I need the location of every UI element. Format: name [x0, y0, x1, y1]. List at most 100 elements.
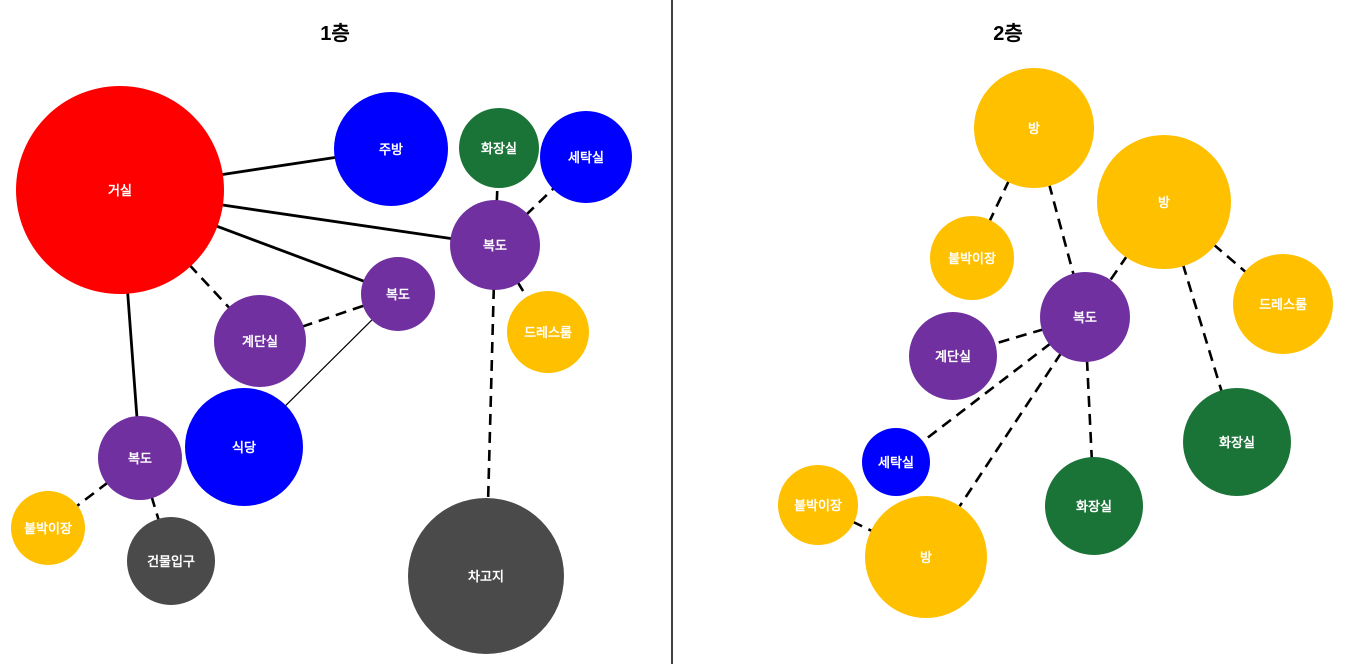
- connection-f2-hall-f2-room-bottom: [957, 352, 1063, 509]
- room-bubble: [974, 68, 1094, 188]
- room-node-f2-closet-bottom: 붙박이장: [778, 465, 858, 545]
- room-node-f2-room-top: 방: [974, 68, 1094, 188]
- connection-f1-hall-right-f1-laundry: [524, 186, 556, 217]
- room-bubble: [862, 428, 930, 496]
- room-label: 붙박이장: [794, 498, 842, 514]
- connection-f1-living-f1-hall-mid: [215, 224, 366, 284]
- room-label: 드레스룸: [1259, 297, 1307, 313]
- connection-f1-hall-right-f1-bath: [495, 185, 499, 203]
- connection-f2-room-right-f2-dress: [1212, 243, 1248, 274]
- room-label: 거실: [108, 183, 132, 199]
- room-label: 식당: [232, 440, 256, 456]
- room-label: 복도: [483, 239, 507, 254]
- room-label: 복도: [386, 288, 410, 303]
- room-bubble: [1233, 254, 1333, 354]
- room-node-f1-hall-left: 복도: [98, 416, 182, 500]
- room-bubble: [1045, 457, 1143, 555]
- connection-f1-hall-right-f1-dress: [516, 281, 529, 300]
- room-label: 복도: [128, 452, 152, 467]
- room-node-f1-bath: 화장실: [459, 108, 539, 188]
- room-node-f1-hall-mid: 복도: [361, 257, 435, 331]
- room-node-f1-dining: 식당: [185, 388, 303, 506]
- room-node-f1-hall-right: 복도: [450, 200, 540, 290]
- room-label: 복도: [1073, 311, 1097, 326]
- room-bubble: [540, 111, 632, 203]
- room-bubble: [865, 496, 987, 618]
- room-label: 화장실: [1219, 435, 1255, 451]
- connection-layer: [75, 155, 1248, 533]
- room-bubble: [214, 295, 306, 387]
- room-bubble: [507, 291, 589, 373]
- connection-f2-room-right-f2-hall: [1108, 254, 1129, 283]
- room-label: 드레스룸: [524, 325, 572, 341]
- connection-f1-hall-left-f1-entrance: [150, 495, 161, 522]
- room-bubble: [450, 200, 540, 290]
- room-node-f2-stairs: 계단실: [909, 312, 997, 400]
- connection-f2-hall-f2-stairs: [992, 327, 1045, 346]
- room-bubble: [127, 517, 215, 605]
- connection-f1-living-f1-kitchen: [220, 155, 337, 177]
- room-bubble: [185, 388, 303, 506]
- room-bubble: [11, 491, 85, 565]
- room-bubble: [930, 216, 1014, 300]
- room-label: 세탁실: [878, 455, 914, 471]
- room-node-f1-stairs: 계단실: [214, 295, 306, 387]
- room-node-f2-room-right: 방: [1097, 135, 1231, 269]
- room-node-f2-room-bottom: 방: [865, 496, 987, 618]
- room-label: 차고지: [468, 569, 504, 585]
- room-node-f2-bath-mid: 화장실: [1045, 457, 1143, 555]
- connection-f1-living-f1-hall-right: [220, 203, 453, 241]
- connection-f1-living-f1-stairs: [188, 263, 232, 310]
- room-label: 주방: [379, 142, 403, 158]
- room-node-f2-laundry: 세탁실: [862, 428, 930, 496]
- room-bubble: [334, 92, 448, 206]
- room-bubble: [459, 108, 539, 188]
- connection-f2-closet-bottom-f2-room-bottom: [851, 520, 874, 533]
- room-bubble: [408, 498, 564, 654]
- room-bubble: [778, 465, 858, 545]
- room-node-f2-closet-top: 붙박이장: [930, 216, 1014, 300]
- room-bubble: [16, 86, 224, 294]
- connection-f2-room-right-f2-bath-right: [1181, 263, 1224, 393]
- room-node-f2-hall: 복도: [1040, 272, 1130, 362]
- connection-f2-room-top-f2-closet-top: [988, 179, 1011, 223]
- connection-f1-hall-mid-f1-dining: [283, 318, 374, 408]
- floor-1-title: 1층: [320, 22, 350, 45]
- room-bubble: [1183, 388, 1291, 496]
- room-bubble: [98, 416, 182, 500]
- room-node-f1-garage: 차고지: [408, 498, 564, 654]
- connection-f1-living-f1-hall-left: [126, 291, 139, 419]
- room-label: 화장실: [481, 141, 517, 157]
- room-label: 건물입구: [147, 554, 195, 570]
- room-node-f2-bath-right: 화장실: [1183, 388, 1291, 496]
- room-label: 방: [920, 550, 932, 566]
- floor-2-title: 2층: [993, 22, 1023, 45]
- room-bubble: [909, 312, 997, 400]
- connection-f2-hall-f2-bath-mid: [1085, 359, 1094, 460]
- room-label: 계단실: [242, 334, 278, 350]
- room-node-f1-closet: 붙박이장: [11, 491, 85, 565]
- room-node-f1-laundry: 세탁실: [540, 111, 632, 203]
- room-label: 세탁실: [568, 150, 604, 166]
- room-label: 붙박이장: [948, 251, 996, 267]
- room-label: 화장실: [1076, 499, 1112, 515]
- room-node-f1-kitchen: 주방: [334, 92, 448, 206]
- room-label: 계단실: [935, 349, 971, 365]
- room-node-f2-dress: 드레스룸: [1233, 254, 1333, 354]
- room-bubble: [1040, 272, 1130, 362]
- room-bubble: [1097, 135, 1231, 269]
- connection-f1-stairs-f1-hall-mid: [301, 304, 366, 329]
- room-node-f1-living: 거실: [16, 86, 224, 294]
- room-bubble: [361, 257, 435, 331]
- room-node-f1-dress: 드레스룸: [507, 291, 589, 373]
- room-label: 방: [1158, 195, 1170, 211]
- connection-f1-hall-left-f1-closet: [75, 481, 109, 508]
- room-label: 붙박이장: [24, 521, 72, 537]
- connection-f2-room-top-f2-hall: [1047, 183, 1076, 276]
- connection-f1-hall-right-f1-garage: [486, 287, 496, 501]
- room-node-f1-entrance: 건물입구: [127, 517, 215, 605]
- connection-f2-hall-f2-laundry: [920, 342, 1052, 444]
- room-label: 방: [1028, 121, 1040, 137]
